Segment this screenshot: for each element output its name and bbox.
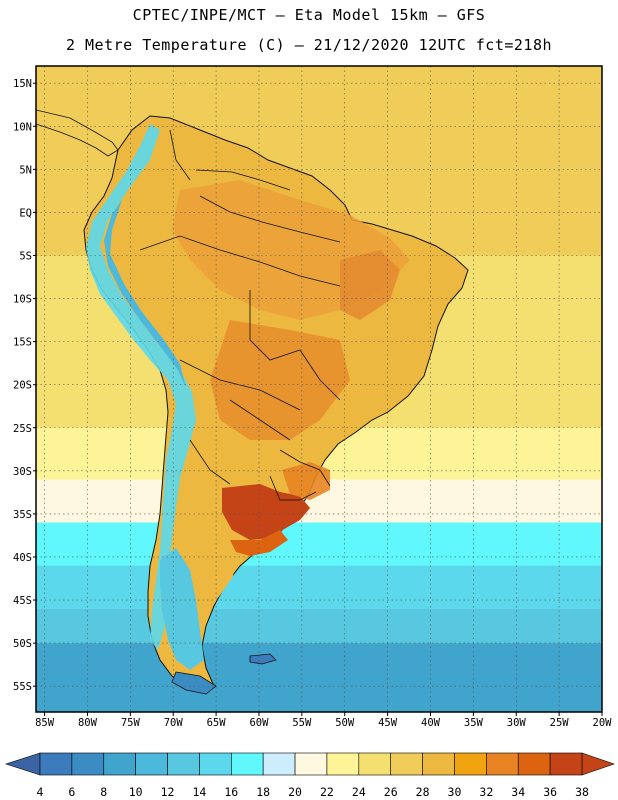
colorbar-segment (454, 752, 487, 776)
lat-tick-label: EQ (19, 207, 32, 219)
lat-tick-label: 15N (13, 78, 32, 90)
colorbar-segment (486, 752, 519, 776)
colorbar-segment (422, 752, 455, 776)
andes-cold-strip (86, 124, 196, 650)
patagonia-cool-strip (160, 548, 204, 670)
lon-tick-label: 85W (35, 717, 55, 729)
colorbar-segment (390, 752, 423, 776)
lat-tick-label: 5S (19, 250, 32, 262)
colorbar-segment (135, 752, 168, 776)
lon-tick-label: 55W (292, 717, 312, 729)
lon-tick-label: 30W (507, 717, 527, 729)
colorbar-segment (294, 752, 328, 776)
colorbar-tick-label: 36 (543, 785, 557, 799)
land-hottest-zone (222, 484, 310, 540)
lat-tick-label: 10S (13, 294, 32, 306)
colorbar-segment (517, 752, 551, 776)
ocean-band-8 (36, 643, 602, 712)
colorbar-tick-label: 34 (511, 785, 525, 799)
colorbar-tick-label: 32 (479, 785, 493, 799)
colorbar-tick-label: 20 (288, 785, 302, 799)
tierra-del-fuego (171, 671, 217, 695)
colorbar-tick-label: 38 (575, 785, 589, 799)
lat-tick-label: 45S (13, 595, 32, 607)
lon-tick-label: 65W (207, 717, 227, 729)
land-warm-patagonia (194, 556, 240, 610)
ocean-band-7 (36, 608, 602, 644)
lon-tick-label: 70W (164, 717, 184, 729)
lon-tick-label: 35W (464, 717, 484, 729)
lat-tick-label: 40S (13, 552, 32, 564)
lat-tick-label: 30S (13, 466, 32, 478)
lon-tick-label: 60W (249, 717, 269, 729)
lat-tick-label: 50S (13, 638, 32, 650)
lon-tick-label: 45W (378, 717, 398, 729)
longitude-labels: 85W 80W 75W 70W 65W 60W 55W 50W 45W 40W 35W 30W 25W 2… (35, 712, 612, 729)
lat-tick-label: 15S (13, 337, 32, 349)
ocean-band-6 (36, 565, 602, 609)
colorbar-segment (262, 752, 296, 776)
map-title-model: CPTEC/INPE/MCT – Eta Model 15km – GFS (132, 6, 486, 24)
colorbar-segment (167, 752, 200, 776)
colorbar-tick-label: 30 (448, 785, 462, 799)
colorbar-segment (230, 752, 264, 776)
colorbar-tick-label: 22 (320, 785, 334, 799)
lat-tick-label: 5N (19, 164, 32, 176)
lon-tick-label: 20W (593, 717, 613, 729)
map-frame (35, 65, 603, 713)
colorbar-tick-label: 18 (256, 785, 270, 799)
colorbar-tick-label: 16 (224, 785, 238, 799)
land-hot-zone-east (340, 250, 400, 320)
country-borders (139, 129, 341, 501)
colorbar-segment (103, 752, 136, 776)
lon-tick-label: 40W (421, 717, 441, 729)
colorbar-segment (358, 752, 392, 776)
lon-tick-label: 25W (550, 717, 570, 729)
andes-coldest-strip (104, 200, 186, 388)
lon-tick-label: 80W (78, 717, 98, 729)
ocean-band-5 (36, 522, 602, 566)
map-title-variable: 2 Metre Temperature (C) – 21/12/2020 12U… (65, 36, 553, 54)
colorbar-tick-label: 24 (352, 785, 366, 799)
lat-tick-label: 55S (13, 681, 32, 693)
colorbar-segment (71, 752, 105, 776)
colorbar-segment (39, 752, 73, 776)
colorbar-low-arrow (5, 752, 41, 776)
temperature-colorbar: 4 6 8 10 12 14 16 18 20 22 24 26 28 30 32 34 36 38 (5, 752, 615, 799)
land-hot-zone-uruguay (282, 462, 330, 500)
colorbar-high-arrow (581, 752, 615, 776)
land-temperature-layer (36, 109, 469, 695)
colorbar-tick-label: 26 (384, 785, 398, 799)
colorbar-segment (549, 752, 583, 776)
lon-tick-label: 75W (121, 717, 141, 729)
falkland-islands (249, 653, 277, 665)
lon-tick-label: 50W (335, 717, 355, 729)
colorbar-tick-label: 4 (37, 785, 44, 799)
colorbar-tick-label: 28 (416, 785, 430, 799)
lat-tick-label: 20S (13, 380, 32, 392)
latitude-labels: 15N 10N 5N EQ 5S 10S 15S 20S 25S 30S 35S 40S 45S 50S 5… (13, 78, 36, 693)
lat-tick-label: 10N (13, 121, 32, 133)
colorbar-segment (199, 752, 232, 776)
lat-tick-label: 35S (13, 509, 32, 521)
colorbar-tick-label: 14 (192, 785, 206, 799)
colorbar-segment (326, 752, 360, 776)
map-canvas (36, 66, 602, 712)
colorbar-tick-label: 8 (100, 785, 107, 799)
central-america-land (36, 109, 119, 157)
colorbar-tick-label: 12 (161, 785, 175, 799)
colorbar-tick-label: 10 (129, 785, 143, 799)
lat-tick-label: 25S (13, 423, 32, 435)
colorbar-tick-label: 6 (68, 785, 75, 799)
